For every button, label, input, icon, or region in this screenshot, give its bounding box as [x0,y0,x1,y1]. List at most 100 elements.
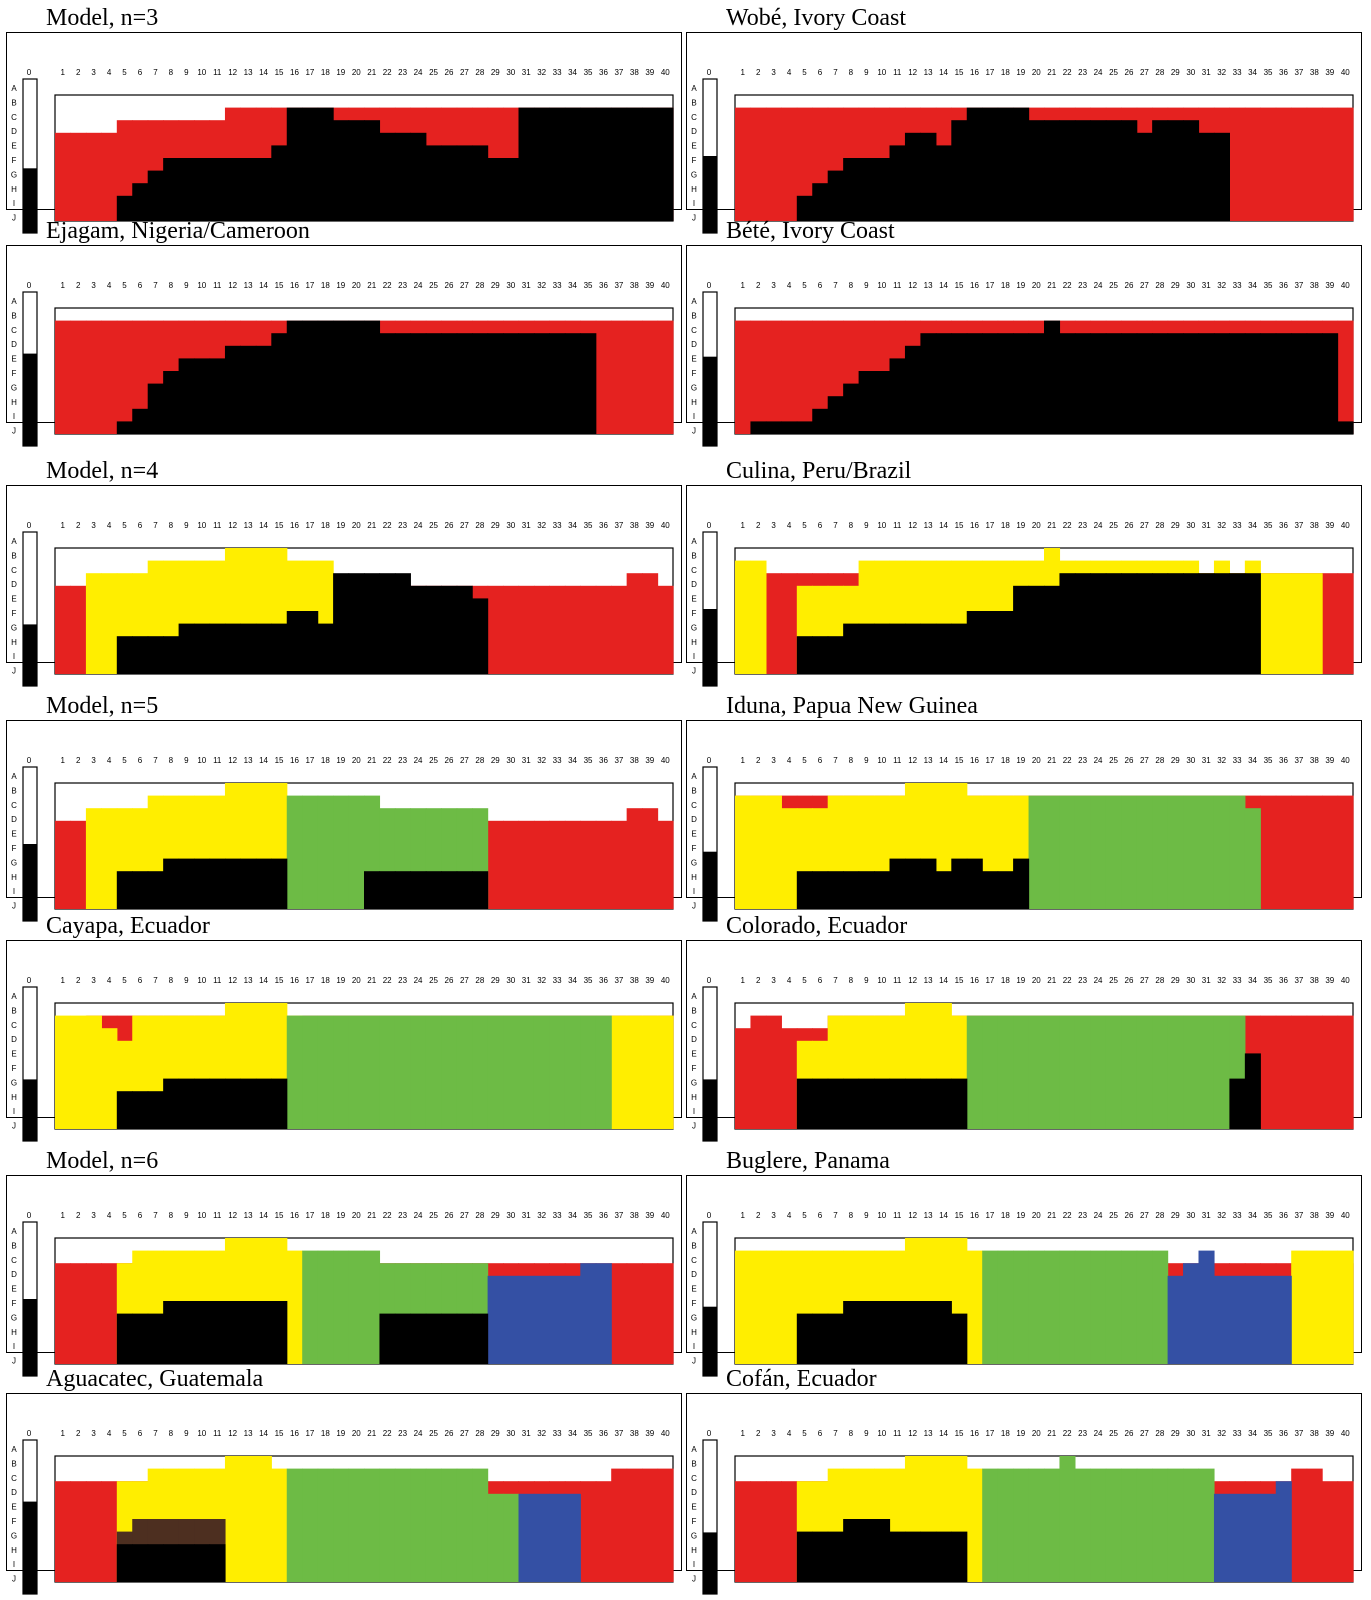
col-label: 21 [1047,281,1056,290]
cell-black [255,623,272,674]
cell-red [1291,1015,1308,1129]
cell-black [472,145,489,221]
col-label: 28 [1155,1429,1164,1438]
cell-green [1028,795,1045,909]
col-label: 2 [756,976,761,985]
cell-black [1213,132,1230,221]
panel-model-n4: Model, n=4 0 1 2 3 4 5 6 7 8 9 10 11 12 13 14 15 16 17 18 19… [6,457,682,687]
cell-black [518,107,535,221]
cell-red [85,1481,102,1582]
cell-black [209,1301,226,1364]
col-label: 29 [491,756,500,765]
cell-black [858,1078,875,1129]
cell-green [1152,1015,1169,1129]
col-label: 27 [1140,68,1149,77]
cell-black [858,371,875,434]
cell-yellow [255,1456,272,1582]
col-label: 23 [1078,1211,1087,1220]
row-label: J [692,667,696,676]
cell-black [132,1544,149,1582]
col-label: 33 [1233,1429,1242,1438]
col-label: 25 [1109,976,1118,985]
cell-yellow [781,1250,798,1364]
scale-bar-fill [23,1079,37,1141]
col-label: 32 [537,1211,546,1220]
col-label: 14 [259,1429,268,1438]
col-label: 3 [91,976,96,985]
col-label: 28 [475,976,484,985]
scale-bar-fill [23,624,37,686]
cell-black [194,358,211,434]
cell-black [178,1078,195,1129]
col-label: 31 [1202,756,1211,765]
cell-black [147,1091,164,1129]
cell-black [1090,120,1107,221]
col-label: 27 [460,756,469,765]
col-label: 23 [1078,976,1087,985]
cell-black [1044,585,1061,674]
cell-black [255,858,272,909]
col-label: 37 [614,281,623,290]
cell-black [935,1301,952,1364]
cell-blue [533,1493,550,1582]
col-label: 34 [1248,976,1257,985]
col-label: 33 [1233,1211,1242,1220]
cell-red [595,820,612,909]
cell-red [1322,1015,1339,1129]
col-label: 6 [818,756,823,765]
cell-red [1337,795,1354,909]
col-label: 11 [893,1211,902,1220]
col-label: 14 [939,1211,948,1220]
col-label: 0 [707,521,712,530]
col-label: 6 [818,1429,823,1438]
cell-red [781,1028,798,1129]
cell-black [255,345,272,434]
cell-green [1121,1468,1138,1582]
col-label: 34 [568,1429,577,1438]
cell-black [472,871,489,909]
cell-red [70,820,87,909]
cell-blue [564,1275,581,1364]
col-label: 17 [985,756,994,765]
col-label: 21 [367,756,376,765]
cell-green [518,1015,535,1129]
cell-black [997,871,1014,909]
col-label: 35 [1264,521,1273,530]
cell-red [85,320,102,434]
cell-red [657,1468,674,1582]
col-label: 21 [367,68,376,77]
col-label: 4 [107,1429,112,1438]
row-label: G [691,383,697,392]
cell-black [765,421,782,434]
cell-green [1090,1468,1107,1582]
col-label: 0 [27,521,32,530]
col-label: 31 [522,68,531,77]
panel-frame: 0 1 2 3 4 5 6 7 8 9 10 11 12 13 14 15 16 17 18 19 20 21 22 23 24… [686,720,1362,922]
cell-green [1059,1015,1076,1129]
row-label: D [11,340,17,349]
row-label: I [13,199,15,208]
row-label: I [693,412,695,421]
col-label: 2 [76,976,81,985]
col-label: 11 [893,1429,902,1438]
cell-black [410,333,427,434]
cell-yellow [657,1015,674,1129]
cell-yellow [1306,573,1323,674]
col-label: 6 [138,68,143,77]
col-label: 11 [893,281,902,290]
cell-black [812,408,829,434]
col-label: 38 [630,521,639,530]
row-label: F [12,369,17,378]
cell-green [456,1468,473,1582]
cell-black [394,573,411,674]
cell-black [240,623,257,674]
cell-red [55,320,72,434]
cell-black [472,333,489,434]
cell-black [858,158,875,221]
col-label: 2 [756,756,761,765]
col-label: 15 [275,976,284,985]
cell-red [1260,1015,1277,1129]
row-label: A [691,1445,697,1454]
row-label: E [691,142,696,151]
cell-red [642,808,659,909]
